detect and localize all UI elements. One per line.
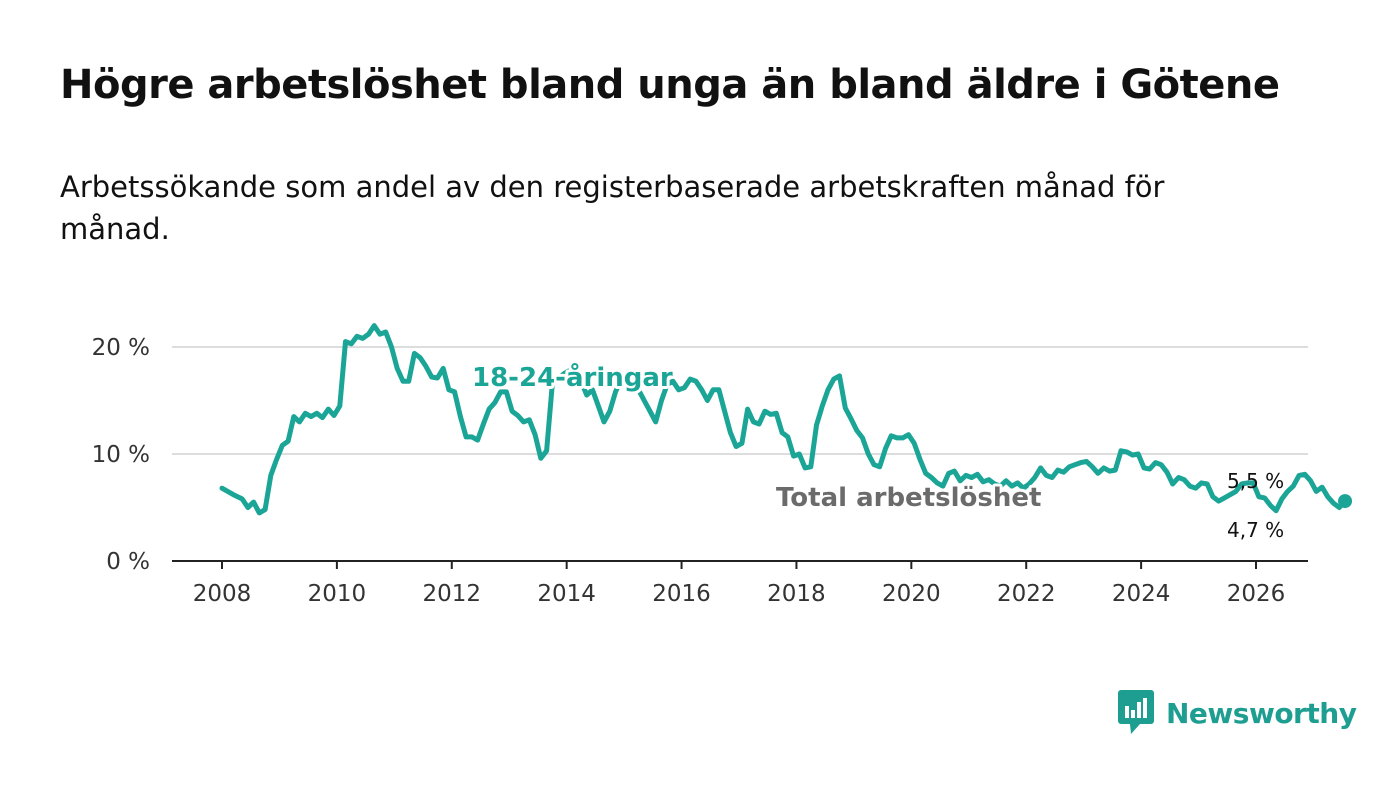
series-line-0: [219, 323, 1348, 516]
series-end-point-0: [1338, 494, 1353, 509]
x-tick-label: 2010: [308, 581, 367, 607]
end-label-youth: 5,5 %: [1227, 469, 1284, 493]
end-label-total: 4,7 %: [1227, 518, 1284, 542]
chart-subtitle: Arbetssökande som andel av den registerb…: [60, 170, 1165, 246]
series-label-youth: 18-24-åringar: [472, 361, 673, 393]
x-tick-label: 2016: [652, 581, 711, 607]
series-label-total: Total arbetslöshet: [776, 483, 1041, 513]
x-axis: 2008 2010 2012 2014 2016 2018 2020 2022 2024 2026: [172, 560, 1308, 607]
y-tick-label: 20 %: [92, 335, 150, 361]
chart-title: Högre arbetslöshet bland unga än bland ä…: [60, 62, 1280, 108]
x-tick-label: 2018: [767, 581, 826, 607]
x-tick-label: 2020: [882, 581, 941, 607]
newsworthy-logo: Newsworthy: [1118, 690, 1357, 736]
x-tick-label: 2012: [423, 581, 482, 607]
chart-bubble-icon: [1118, 690, 1154, 734]
y-axis-ticks: 0 % 10 % 20 %: [92, 335, 150, 575]
series-lines: [219, 323, 1353, 516]
x-tick-label: 2022: [997, 581, 1056, 607]
x-tick-label: 2014: [537, 581, 596, 607]
x-tick-label: 2024: [1112, 581, 1171, 607]
x-tick-label: 2008: [193, 581, 252, 607]
y-tick-label: 0 %: [106, 549, 150, 575]
y-tick-label: 10 %: [92, 442, 150, 468]
x-tick-label: 2026: [1227, 581, 1286, 607]
brand-name: Newsworthy: [1166, 696, 1357, 730]
series-labels: 18-24-åringar Total arbetslöshet 5,5 % 4,7 …: [469, 358, 1284, 542]
